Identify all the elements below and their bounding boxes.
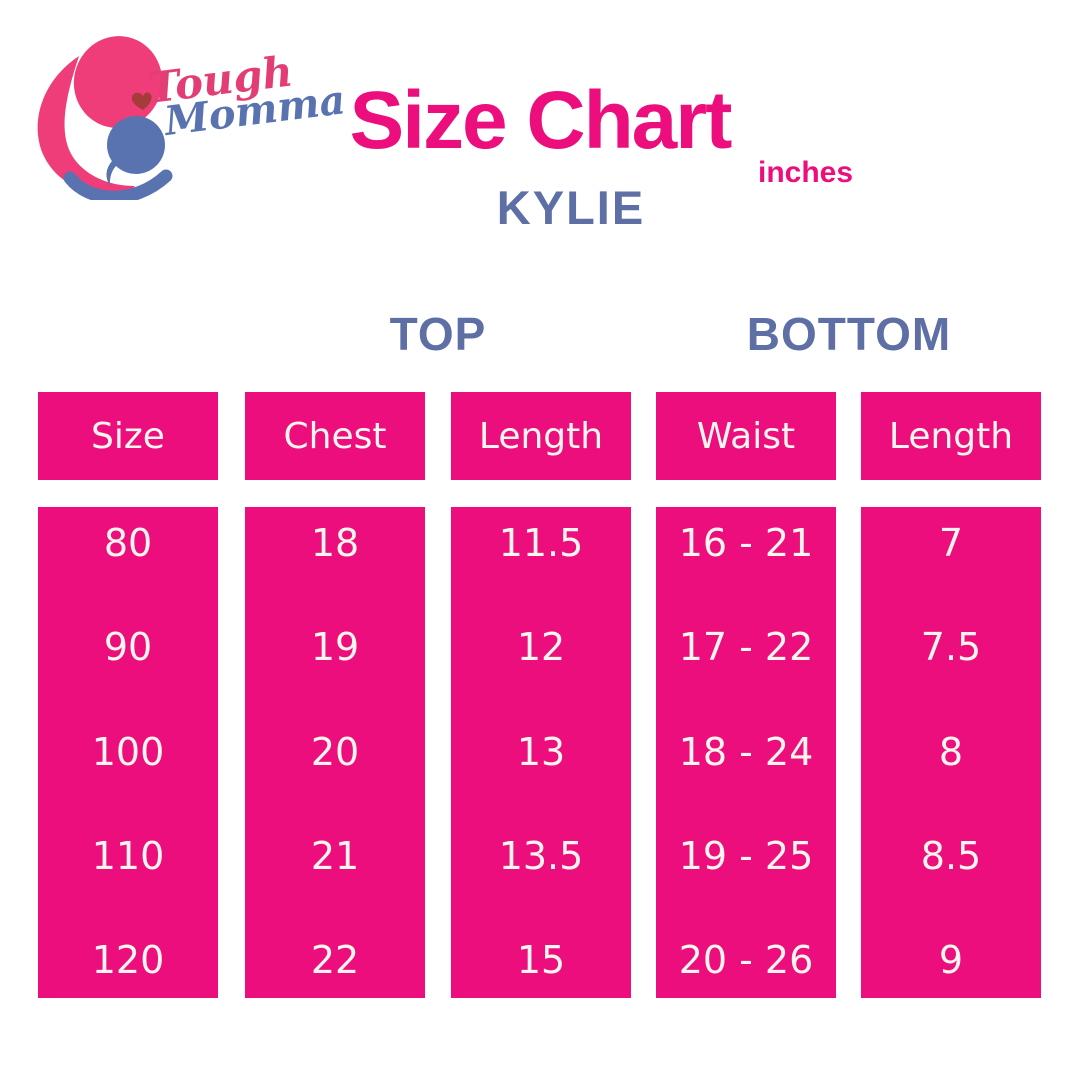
- heart-icon: [131, 92, 152, 110]
- table-cell: 17 - 22: [678, 625, 814, 670]
- brand-logo-icon: [37, 36, 173, 200]
- table-column-size: Size 80 90 100 110 120: [38, 392, 218, 998]
- table-cell: 7.5: [920, 625, 982, 670]
- table-cell: 18: [310, 521, 360, 565]
- column-header-size: Size: [38, 392, 218, 480]
- table-cell: 90: [103, 625, 153, 670]
- table-cell: 8.5: [920, 834, 982, 879]
- table-cell: 13: [516, 729, 566, 774]
- table-cell: 100: [91, 729, 165, 774]
- table-cell: 7: [938, 521, 964, 565]
- table-cell: 18 - 24: [678, 729, 814, 774]
- product-name: KYLIE: [496, 181, 646, 234]
- table-cell: 15: [516, 938, 566, 983]
- unit-label: inches: [758, 156, 854, 189]
- column-header-top-length: Length: [451, 392, 631, 480]
- table-cell: 20: [310, 729, 360, 774]
- table-column-bottom-length: Length 7 7.5 8 8.5 9: [861, 392, 1041, 998]
- table-cell: 8: [938, 729, 964, 774]
- column-body-bottom-length: 7 7.5 8 8.5 9: [861, 507, 1041, 998]
- table-column-top-length: Length 11.5 12 13 13.5 15: [451, 392, 631, 998]
- table-cell: 16 - 21: [678, 521, 814, 565]
- column-header-waist: Waist: [656, 392, 836, 480]
- table-cell: 11.5: [498, 521, 584, 565]
- table-cell: 80: [103, 521, 153, 565]
- table-column-waist: Waist 16 - 21 17 - 22 18 - 24 19 - 25 20…: [656, 392, 836, 998]
- column-header-chest: Chest: [245, 392, 425, 480]
- table-cell: 110: [91, 834, 165, 879]
- table-column-chest: Chest 18 19 20 21 22: [245, 392, 425, 998]
- column-body-waist: 16 - 21 17 - 22 18 - 24 19 - 25 20 - 26: [656, 507, 836, 998]
- column-body-top-length: 11.5 12 13 13.5 15: [451, 507, 631, 998]
- table-cell: 20 - 26: [678, 938, 814, 983]
- column-body-size: 80 90 100 110 120: [38, 507, 218, 998]
- page-title: Size Chart: [349, 75, 733, 166]
- column-header-bottom-length: Length: [861, 392, 1041, 480]
- section-label-bottom: BOTTOM: [746, 308, 952, 360]
- section-label-top: TOP: [389, 308, 487, 360]
- table-cell: 19: [310, 625, 360, 670]
- table-cell: 22: [310, 938, 360, 983]
- table-cell: 120: [91, 938, 165, 983]
- table-cell: 9: [938, 938, 964, 983]
- table-cell: 21: [310, 834, 360, 879]
- table-cell: 13.5: [498, 834, 584, 879]
- column-body-chest: 18 19 20 21 22: [245, 507, 425, 998]
- table-cell: 12: [516, 625, 566, 670]
- table-cell: 19 - 25: [678, 834, 814, 879]
